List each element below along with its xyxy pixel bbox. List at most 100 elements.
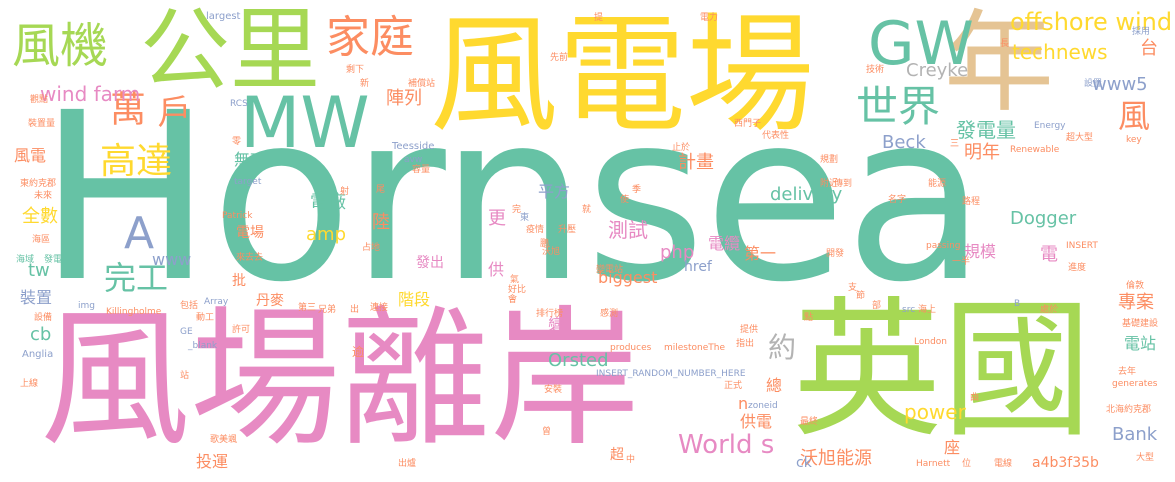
word-land: 陸 [369,212,390,230]
word-london: 倫敦 [1126,281,1145,291]
word-scale: 規模 [964,242,997,261]
word-cable2: 電線 [994,459,1013,469]
word-view: 觀點 [30,95,49,105]
word-largest: largest [206,11,241,22]
word-occupy: 占地 [362,243,381,253]
word-wanted: 曾 [542,427,552,437]
word-half: 一半 [952,257,971,267]
word-establish: 設置 [1084,79,1103,89]
word-n: n [738,394,749,413]
word-jie: 節 [856,291,866,301]
word-at-first: 先前 [550,53,569,63]
word-seat: 座 [944,438,961,457]
word-foundation: 基礎建設 [1122,319,1159,329]
word-ck: ck [796,455,812,471]
word-generation: 發電量 [956,118,1016,142]
word-location: 處於 [1040,305,1059,315]
word-wind-farm-power: 風電場 [430,1,815,150]
word-household: 家庭 [326,12,414,63]
word-east: 東 [520,213,530,223]
word-famous: 名字 [888,195,907,205]
word-www: www [152,250,192,269]
word-anglia: Anglia [22,349,54,360]
word-lu: 沃旭 [542,247,561,257]
word-position: 位 [962,459,972,469]
word-size: 大型 [1136,453,1155,463]
word-scale2: 規劃 [820,155,839,165]
word-ten-thousand: 萬 [104,90,145,126]
word-batch: 批 [232,273,246,289]
word-offshore-wind-farm: 風場離岸 [40,293,641,467]
word-energy: Energy [1034,121,1066,131]
word-insert-random: INSERT_RANDOM_NUMBER_HERE [596,369,746,379]
word-project: 專案 [1118,292,1154,313]
word-teesside: Teesside [392,141,435,152]
word-rank: 排行榜 [536,309,564,319]
word-power-plant: 電廠 [310,192,346,213]
word-mention: 提 [594,13,604,23]
word-www5: www5 [1092,74,1148,95]
word-bian: 變電站 [596,265,624,275]
word-sea-area: 海區 [32,235,51,245]
word-point-out: 指出 [736,339,755,349]
word-sea-area2: 海域 [16,255,35,265]
word-dian: 點 [804,313,814,323]
word-long: 長 [1000,39,1010,49]
word-world: 世界 [856,82,941,131]
word-formal: 正式 [724,381,743,391]
word-development: 開發 [826,249,845,259]
word-creyke: Creyke [906,60,969,81]
word-about: 約 [768,331,797,364]
word-provide: 提供 [740,325,759,335]
word-reactive: 無功 [234,150,267,169]
word-avw: avw [404,155,423,165]
word-img: img [78,301,95,311]
word-rcs: RCS [230,99,248,109]
word-final: 最終 [800,417,819,427]
word-delivery: delivery [770,184,843,205]
word-north: 北海約克郡 [1106,405,1152,415]
word-capacity: 容量 [412,165,431,175]
word-electricity: 電力 [700,13,719,23]
word-operation: 動工 [196,313,215,323]
word-chu: 出 [350,305,360,315]
word-remaining: 剩下 [346,65,365,75]
word-station: 站 [180,371,190,381]
word-uk: 英國 [792,284,1093,458]
word-ling: 零 [232,137,242,147]
word-peng: 鵬 [540,239,550,249]
word-denmark: 丹麥 [256,293,284,309]
word-wei: 尾 [376,185,386,195]
word-send-out: 發出 [416,255,444,271]
word-yi: 疫情 [526,225,545,235]
word-passing: passing [926,241,961,251]
word-supply: 供 [488,260,505,279]
word-array: 陣列 [386,88,422,109]
word-wind: 風 [1118,97,1151,135]
word-total: 總 [766,376,783,395]
word-php: php [660,242,695,263]
word-ji: 季 [632,185,642,195]
word-london-en: London [914,337,947,347]
word-install: 裝置 [20,288,53,307]
word-more: 更 [488,208,506,229]
word-line: 上線 [20,379,39,389]
word-mw: MW [240,82,370,164]
word-brothers: 兄弟 [318,305,337,315]
word-amp: amp [306,224,346,245]
word-worlds: World s [678,430,775,460]
word-adopt: 採用 [1132,27,1151,37]
word-platform: 台 [1140,38,1158,59]
word-bu: 部 [872,301,882,311]
word-permit: 許可 [232,325,251,335]
word-killingholme: Killingholme [106,307,162,317]
word-zhong: 中 [626,455,636,465]
word-lift: 升壓 [558,225,577,235]
word-produces: produces [610,343,652,353]
word-key: key [1126,135,1142,145]
word-investment: 投運 [196,452,229,471]
word-she: 射 [340,187,350,197]
word-shi: 使 [620,195,630,205]
word-wind-farm: wind farm [40,82,141,106]
